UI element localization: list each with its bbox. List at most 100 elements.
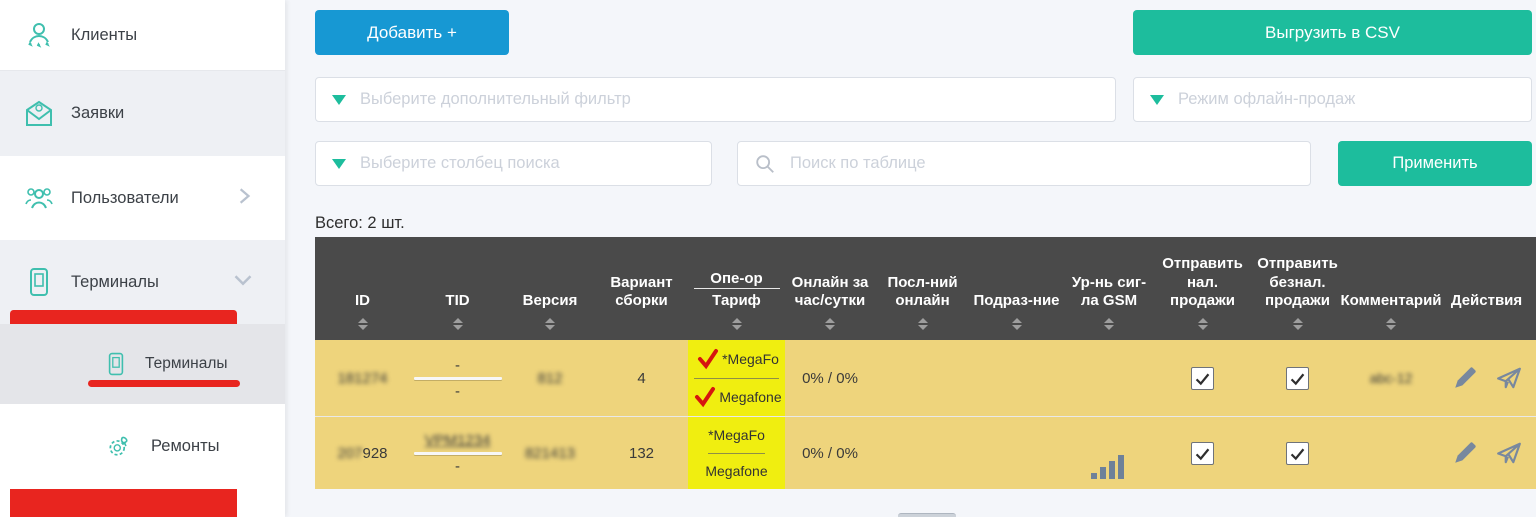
edit-pencil-icon[interactable] <box>1452 440 1478 466</box>
sort-control[interactable] <box>1386 318 1396 331</box>
export-csv-button[interactable]: Выгрузить в CSV <box>1133 10 1532 55</box>
column-header-tid: TID <box>410 237 505 340</box>
tid-link[interactable]: VPM1234 <box>424 431 491 449</box>
sidebar-item-label: Заявки <box>71 104 125 122</box>
cell-build: 132 <box>628 444 655 462</box>
cell-operator-tariff: *MegaFo Megafone <box>688 417 785 489</box>
column-header-operator-tariff: Опе-ор Тариф <box>688 237 785 340</box>
cell-last-online <box>875 340 970 416</box>
column-header-division: Подраз-ние <box>970 237 1063 340</box>
terminal-icon <box>104 352 128 376</box>
sidebar-item-label: Пользователи <box>71 188 179 207</box>
triangle-down-icon <box>332 158 346 169</box>
clients-icon <box>24 20 54 50</box>
cell-online: 0% / 0% <box>802 369 858 387</box>
cell-division <box>970 417 1063 489</box>
column-header-gsm: Ур-нь сиг-ла GSM <box>1063 237 1155 340</box>
fraction-divider <box>413 451 502 455</box>
cell-tid: - - <box>410 340 505 416</box>
send-plane-icon[interactable] <box>1496 365 1522 391</box>
sidebar-item-clients[interactable]: Клиенты <box>0 0 285 71</box>
cell-send-cashless <box>1250 340 1345 416</box>
cashless-sales-checkbox[interactable] <box>1286 441 1309 465</box>
extra-filter-dropdown[interactable] <box>315 77 1116 122</box>
cell-last-online <box>875 417 970 489</box>
cell-send-cashless <box>1250 417 1345 489</box>
sidebar-item-terminals[interactable]: Терминалы <box>0 240 285 517</box>
send-plane-icon[interactable] <box>1496 440 1522 466</box>
cell-comment <box>1345 417 1437 489</box>
column-header-last-online: Посл-ний онлайн <box>875 237 970 340</box>
cell-comment: abc-12 <box>1369 370 1413 386</box>
red-handdrawn-check-icon <box>695 387 716 408</box>
sort-control[interactable] <box>1197 318 1208 331</box>
search-column-dropdown[interactable] <box>315 141 712 186</box>
cell-division <box>970 340 1063 416</box>
pagination-button-partial[interactable] <box>898 513 956 517</box>
extra-filter-input[interactable] <box>360 90 1099 109</box>
sort-control[interactable] <box>1011 318 1022 331</box>
sort-control[interactable] <box>452 318 463 331</box>
sort-control[interactable] <box>917 318 928 331</box>
red-handdrawn-check-icon <box>698 348 719 370</box>
search-column-input[interactable] <box>360 154 695 173</box>
cell-id: 207 928 <box>337 444 388 462</box>
cell-version: 821413 <box>524 444 576 462</box>
cell-gsm <box>1063 417 1155 489</box>
cell-build: 4 <box>637 369 646 387</box>
red-underline-annotation <box>88 380 240 387</box>
cash-sales-checkbox[interactable] <box>1191 366 1214 390</box>
table-search-field[interactable] <box>737 141 1311 186</box>
sort-control[interactable] <box>825 318 835 331</box>
offline-mode-dropdown[interactable] <box>1133 77 1532 122</box>
cell-actions <box>1437 340 1536 416</box>
chevron-down-icon <box>233 270 253 295</box>
sidebar-subitem-terminals[interactable]: Терминалы <box>0 324 285 404</box>
cash-sales-checkbox[interactable] <box>1191 441 1214 465</box>
add-button[interactable]: Добавить + <box>315 10 509 55</box>
repair-gear-icon <box>104 432 134 462</box>
cell-operator-tariff: *MegaFo Megafone <box>688 340 785 416</box>
sort-control[interactable] <box>545 318 555 331</box>
sort-control[interactable] <box>731 318 742 331</box>
column-header-build: Вариант сборки <box>610 273 673 310</box>
cell-actions <box>1437 417 1536 489</box>
column-header-send-cashless: Отправить безнал. продажи <box>1250 237 1345 340</box>
sidebar-item-label: Ремонты <box>151 437 220 455</box>
cell-send-cash <box>1155 417 1250 489</box>
magnifier-icon <box>754 153 776 175</box>
terminals-table: ID TID Версия Вариант сборки Опе-ор Тари… <box>315 237 1536 489</box>
cell-id: 181274 <box>337 369 388 387</box>
chevron-right-icon <box>235 187 253 210</box>
sort-control[interactable] <box>357 318 368 331</box>
signal-bars-icon <box>1091 453 1127 479</box>
column-header-actions: Действия <box>1450 292 1523 310</box>
cell-online: 0% / 0% <box>802 444 858 462</box>
triangle-down-icon <box>332 94 346 105</box>
sort-control[interactable] <box>1104 318 1114 331</box>
offline-mode-input[interactable] <box>1178 90 1515 109</box>
requests-envelope-icon <box>24 99 54 129</box>
column-header-send-cash: Отправить нал. продажи <box>1155 237 1250 340</box>
sidebar-item-repairs[interactable]: Ремонты <box>0 404 285 489</box>
table-row: 207 928 VPM1234 - 821413 132 *MegaFo <box>315 417 1536 489</box>
column-header-version: Версия <box>505 237 595 340</box>
column-header-comment: Комментарий <box>1341 237 1442 340</box>
apply-button[interactable]: Применить <box>1338 141 1532 186</box>
total-count-label: Всего: 2 шт. <box>315 214 405 232</box>
column-header-online: Онлайн за час/сутки <box>785 237 875 340</box>
cell-tid: VPM1234 - <box>410 417 505 489</box>
edit-pencil-icon[interactable] <box>1452 365 1478 391</box>
cell-gsm <box>1063 340 1155 416</box>
sort-control[interactable] <box>1292 318 1303 331</box>
cashless-sales-checkbox[interactable] <box>1286 366 1309 390</box>
sidebar-item-label: Терминалы <box>145 355 228 372</box>
sidebar-item-users[interactable]: Пользователи <box>0 156 285 240</box>
table-search-input[interactable] <box>790 154 1294 173</box>
sidebar-item-requests[interactable]: Заявки <box>0 71 285 156</box>
sidebar-item-label: Клиенты <box>71 25 138 44</box>
table-row: 181274 - - 812 4 *MegaFo <box>315 340 1536 417</box>
table-header-row: ID TID Версия Вариант сборки Опе-ор Тари… <box>315 237 1536 340</box>
column-header-id: ID <box>315 237 410 340</box>
cell-send-cash <box>1155 340 1250 416</box>
